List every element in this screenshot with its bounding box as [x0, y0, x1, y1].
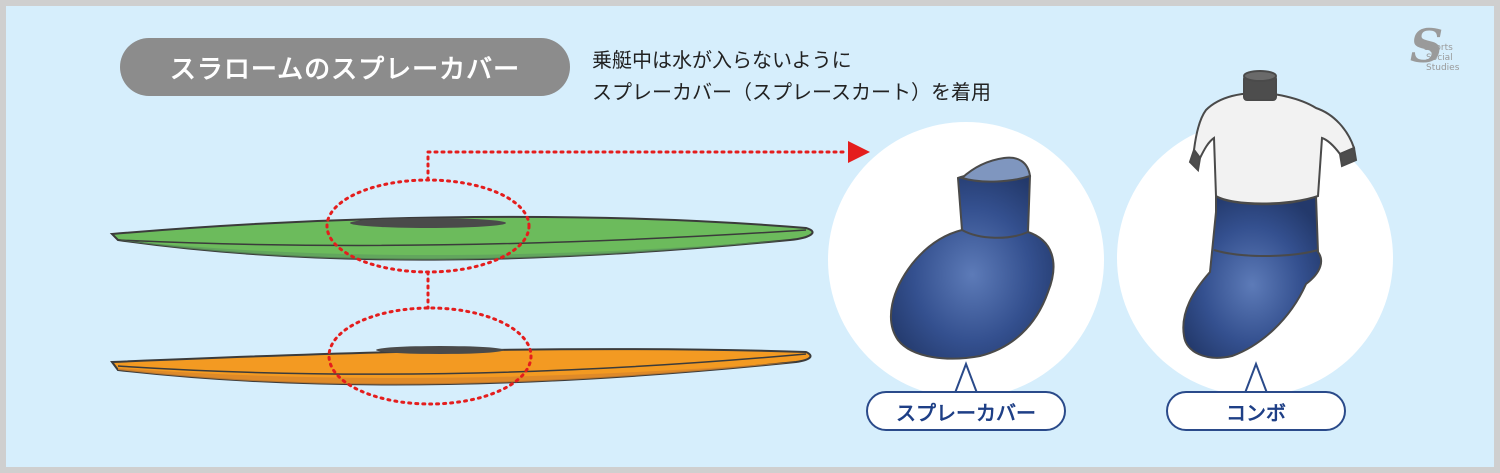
svg-text:Sports: Sports — [1424, 43, 1453, 53]
description-line-2: スプレーカバー（スプレースカート）を着用 — [592, 80, 991, 104]
svg-text:Social: Social — [1426, 53, 1453, 63]
spray-cover-illustration — [890, 156, 1055, 360]
arrow-head-icon — [848, 141, 870, 163]
spray-cover-pointer — [954, 361, 978, 394]
sports-social-studies-logo: S Sports Social Studies — [1410, 19, 1460, 73]
connector-line — [426, 150, 850, 182]
spray-cover-label: スプレーカバー — [866, 391, 1066, 431]
description: 乗艇中は水が入らないように スプレーカバー（スプレースカート）を着用 — [592, 44, 991, 108]
svg-text:S: S — [1410, 19, 1443, 73]
page-title: スラロームのスプレーカバー — [120, 38, 570, 96]
cockpit-orange — [376, 346, 504, 354]
description-line-1: 乗艇中は水が入らないように — [592, 48, 852, 72]
cockpit-green — [350, 218, 506, 228]
svg-text:Studies: Studies — [1426, 63, 1460, 73]
highlight-oval-bottom — [327, 306, 533, 406]
cockpit-highlight — [325, 150, 850, 406]
combo-pointer — [1244, 361, 1268, 394]
combo-illustration — [1182, 70, 1358, 359]
slalom-kayak-orange — [110, 346, 812, 386]
combo-label: コンボ — [1166, 391, 1346, 431]
slalom-kayak-green — [109, 215, 814, 261]
